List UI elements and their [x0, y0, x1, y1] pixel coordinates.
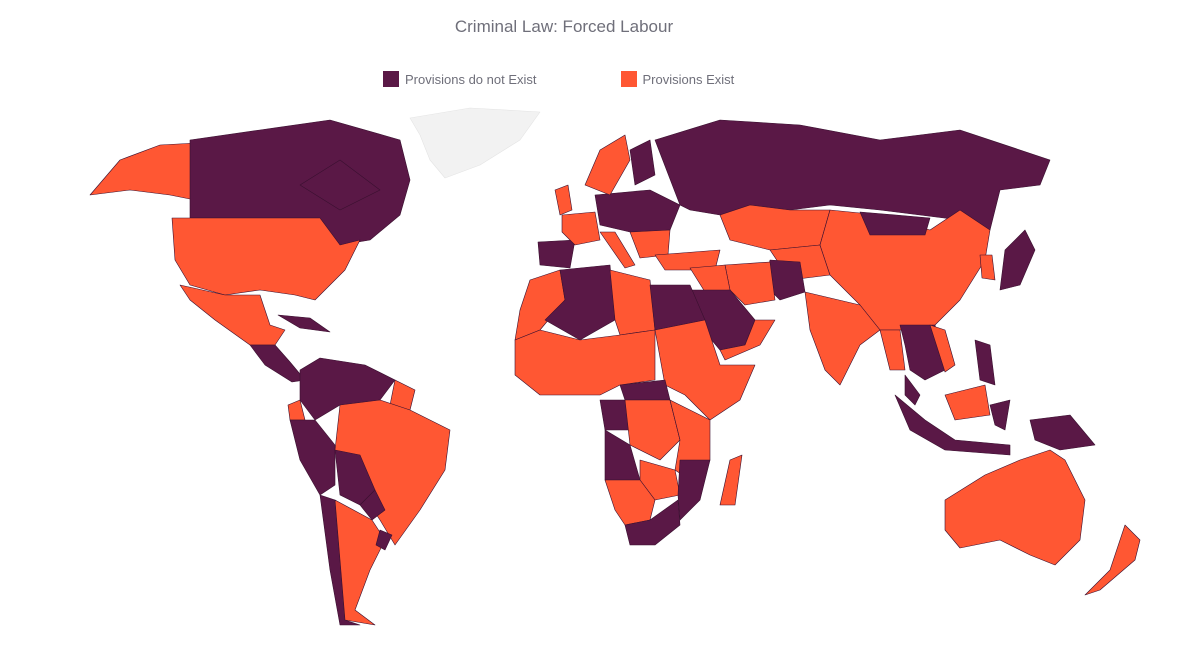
region-central-america[interactable]: Central America: [249, 344, 306, 383]
legend-item-exist[interactable]: Provisions Exist: [620, 71, 735, 87]
legend-item-not-exist[interactable]: Provisions do not Exist: [383, 71, 537, 87]
region-finland[interactable]: Finland: [629, 139, 656, 186]
region-peru[interactable]: Peru: [289, 419, 336, 496]
region-argentina[interactable]: Argentina: [334, 499, 386, 626]
region-libya[interactable]: Libya: [609, 269, 656, 336]
region-papua-new-guinea[interactable]: Papua New Guinea: [1029, 414, 1096, 451]
region-canada[interactable]: Canada: [189, 119, 411, 246]
region-vietnam[interactable]: Vietnam: [929, 324, 956, 373]
region-united-states[interactable]: United States: [171, 217, 361, 301]
region-morocco-w-sahara[interactable]: Morocco / W. Sahara: [514, 269, 566, 341]
region-myanmar[interactable]: Myanmar: [879, 329, 906, 371]
region-madagascar[interactable]: Madagascar: [719, 454, 743, 506]
region-philippines[interactable]: Philippines: [974, 339, 996, 386]
region-united-kingdom[interactable]: United Kingdom: [554, 184, 573, 216]
region-indonesia[interactable]: Indonesia: [894, 394, 1011, 456]
region-cuba[interactable]: Cuba: [277, 314, 331, 333]
legend-swatch-not-exist: [383, 71, 399, 87]
region-mexico[interactable]: Mexico: [179, 284, 286, 346]
chart-title: Criminal Law: Forced Labour: [454, 17, 674, 36]
legend: Provisions do not Exist Provisions Exist: [383, 71, 734, 87]
region-italy[interactable]: Italy: [599, 231, 636, 269]
region-malaysia[interactable]: Malaysia: [904, 374, 921, 406]
region-dr-congo[interactable]: DR Congo: [624, 399, 681, 461]
region-australia[interactable]: Australia: [944, 449, 1086, 566]
region-thailand-indochina[interactable]: Thailand / Indochina: [899, 324, 946, 381]
legend-label-exist: Provisions Exist: [642, 71, 735, 87]
legend-label-not-exist: Provisions do not Exist: [405, 71, 537, 87]
region-sudan-horn[interactable]: Sudan / Horn: [654, 319, 756, 421]
region-balkans[interactable]: Balkans: [629, 229, 671, 259]
legend-swatch-exist: [620, 71, 637, 87]
region-mongolia[interactable]: Mongolia: [859, 211, 931, 236]
region-new-zealand[interactable]: New Zealand: [1084, 524, 1141, 596]
region-central-europe[interactable]: Central Europe: [594, 189, 681, 233]
region-spain-portugal[interactable]: Spain / Portugal: [537, 239, 576, 269]
region-sahel-west-africa[interactable]: Sahel & West Africa: [514, 329, 656, 396]
region-borneo[interactable]: Borneo: [944, 384, 991, 421]
region-japan[interactable]: Japan: [999, 229, 1036, 291]
region-paraguay[interactable]: Paraguay: [359, 489, 386, 521]
region-zambia-zimbabwe[interactable]: Zambia / Zimbabwe: [639, 459, 681, 501]
region-india[interactable]: India: [804, 291, 881, 386]
region-kazakhstan[interactable]: Kazakhstan: [719, 204, 831, 251]
region-iraq-syria[interactable]: Iraq / Syria: [689, 264, 731, 293]
region-uruguay[interactable]: Uruguay: [375, 529, 393, 551]
region-france[interactable]: France: [561, 211, 601, 246]
region-korea[interactable]: Korea: [979, 254, 996, 281]
region-greenland[interactable]: Greenland: [409, 107, 541, 179]
region-south-africa[interactable]: South Africa: [624, 499, 681, 546]
region-oman-yemen[interactable]: Oman / Yemen: [719, 319, 776, 361]
region-scandinavia[interactable]: Scandinavia: [584, 134, 631, 196]
region-china[interactable]: China: [819, 209, 991, 331]
region-mozambique[interactable]: Mozambique: [677, 459, 711, 521]
